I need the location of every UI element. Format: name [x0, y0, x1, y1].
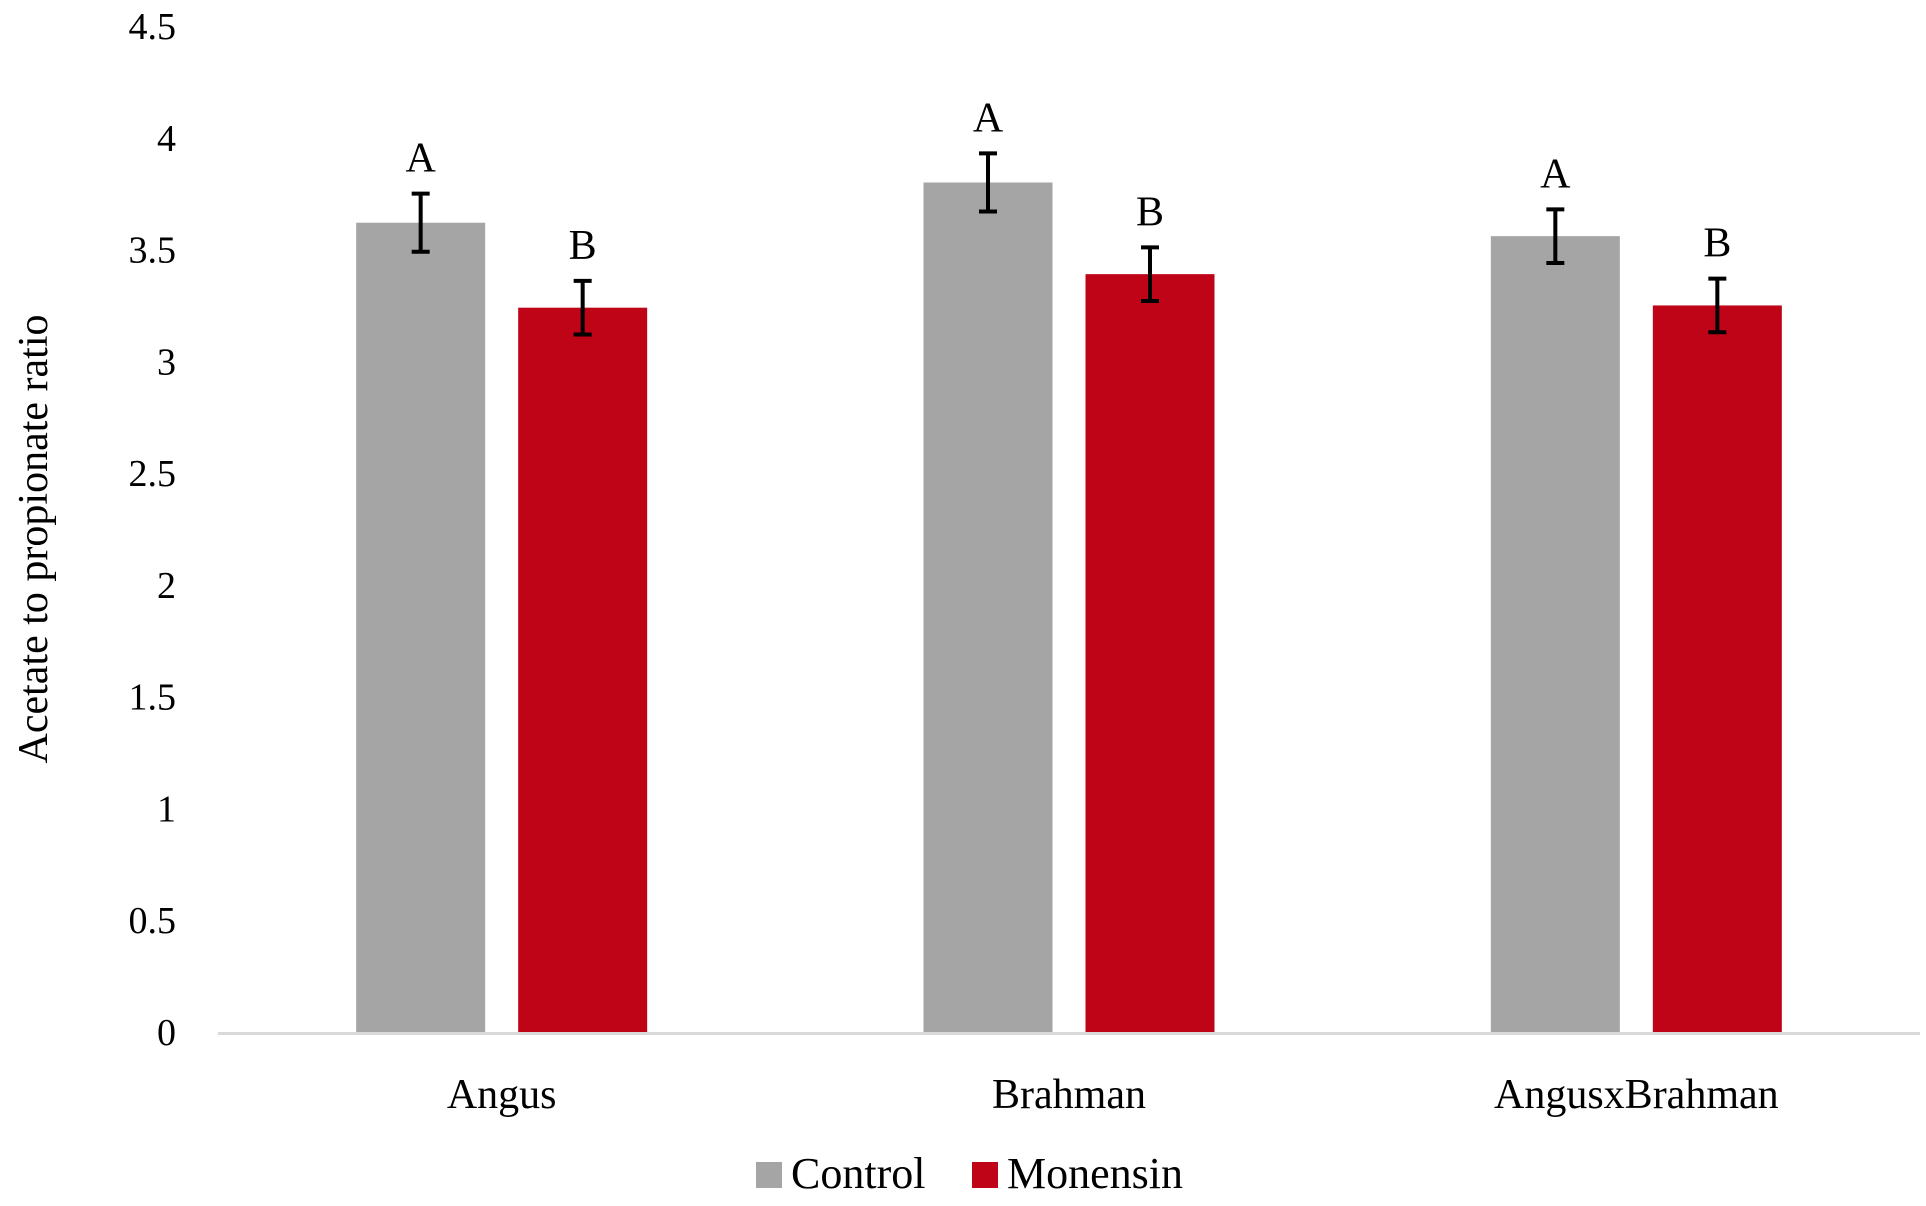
bar-monensin [1085, 274, 1215, 1032]
y-tick-label: 0 [157, 1012, 176, 1054]
legend-swatch-control [756, 1162, 782, 1188]
x-category-label: Angus [447, 1072, 557, 1118]
bar-monensin [518, 307, 648, 1032]
y-tick-label: 2.5 [129, 453, 177, 495]
significance-label: A [1540, 151, 1571, 197]
y-axis-ticks: 0 0.5 1 1.5 2 2.5 3 3.5 4 4.5 [129, 6, 177, 1054]
bars-group [356, 182, 1782, 1033]
x-category-label: AngusxBrahman [1494, 1072, 1779, 1118]
y-tick-label: 2 [157, 565, 176, 607]
bar-control [923, 182, 1053, 1032]
y-tick-label: 0.5 [129, 900, 177, 942]
significance-labels-group: A B A B A B [405, 95, 1731, 268]
x-category-label: Brahman [992, 1072, 1146, 1118]
bar-control [356, 222, 486, 1032]
significance-label: A [973, 95, 1004, 141]
y-tick-label: 1 [157, 788, 176, 830]
legend-swatch-monensin [972, 1162, 998, 1188]
significance-label: B [1703, 221, 1731, 267]
legend: Control Monensin [756, 1149, 1183, 1198]
legend-label-monensin: Monensin [1007, 1149, 1183, 1198]
y-axis-title: Acetate to propionate ratio [11, 315, 57, 764]
bar-monensin [1652, 305, 1782, 1032]
bar-control [1490, 236, 1620, 1033]
y-tick-label: 1.5 [129, 677, 177, 719]
y-tick-label: 4 [157, 118, 176, 160]
significance-label: B [1136, 189, 1164, 235]
significance-label: A [405, 136, 436, 182]
y-tick-label: 4.5 [129, 6, 177, 48]
y-tick-label: 3.5 [129, 230, 177, 272]
legend-label-control: Control [791, 1149, 925, 1198]
significance-label: B [569, 223, 597, 269]
y-tick-label: 3 [157, 341, 176, 383]
error-bars-group [411, 151, 1727, 337]
x-axis-categories: Angus Brahman AngusxBrahman [447, 1072, 1779, 1118]
